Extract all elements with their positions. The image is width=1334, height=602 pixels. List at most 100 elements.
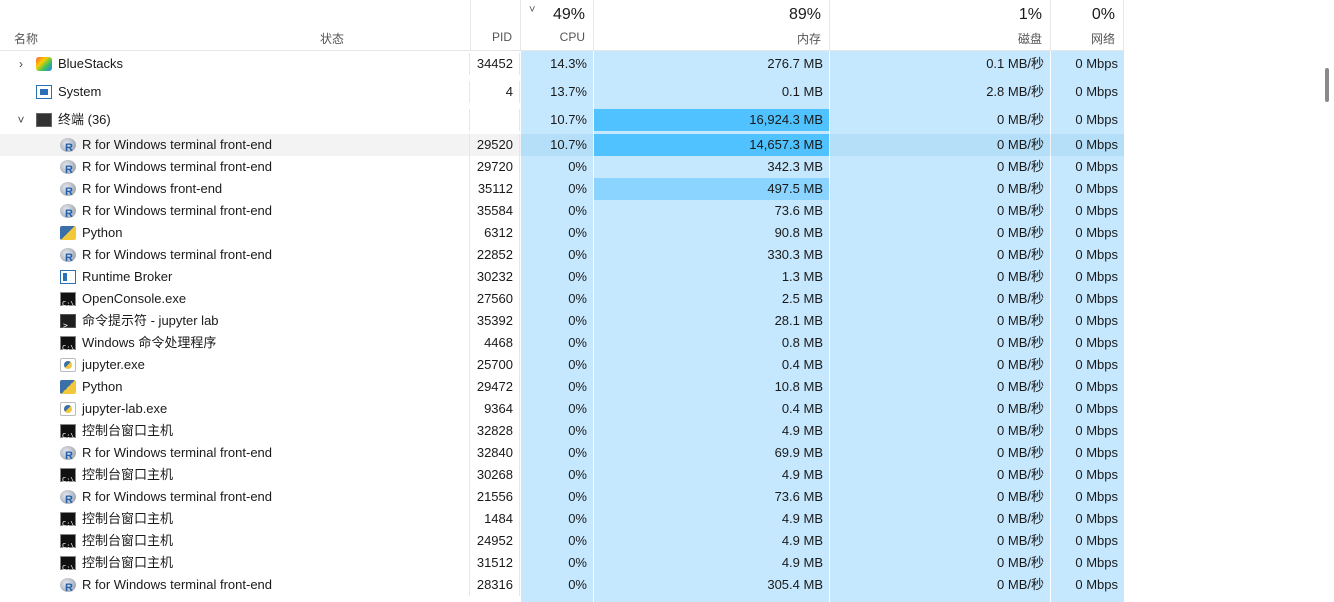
process-name-label: Runtime Broker — [82, 269, 173, 284]
column-header-memory[interactable]: 89% 内存 — [594, 0, 830, 50]
disk-cell: 0 MB/秒 — [997, 555, 1044, 570]
chevron-down-icon[interactable]: ˅ — [17, 113, 25, 127]
pid-cell: 4468 — [470, 332, 520, 354]
process-row[interactable]: Runtime Broker 30232 0% 1.3 MB 0 MB/秒 0 Mbps — [0, 266, 1124, 288]
status-cell — [314, 552, 470, 574]
disk-cell: 0 MB/秒 — [997, 112, 1044, 127]
process-row[interactable]: 控制台窗口主机 1484 0% 4.9 MB 0 MB/秒 0 Mbps — [0, 508, 1124, 535]
process-name-cell: R for Windows terminal front-end — [0, 486, 314, 511]
process-name-label: R for Windows terminal front-end — [82, 137, 273, 152]
column-header-disk[interactable]: 1% 磁盘 — [830, 0, 1051, 50]
disk-cell: 0 MB/秒 — [997, 335, 1044, 350]
cpu-cell: 14.3% — [550, 56, 587, 71]
process-name-cell: Python — [0, 376, 314, 398]
pid-cell: 1484 — [470, 508, 520, 530]
r-icon — [60, 137, 76, 159]
process-row[interactable]: › BlueStacks 34452 14.3% 276.7 MB 0.1 MB/秒 0 M… — [0, 53, 1124, 75]
column-header-pid[interactable]: PID — [471, 0, 521, 50]
process-row[interactable]: 控制台窗口主机 32828 0% 4.9 MB 0 MB/秒 0 Mbps — [0, 420, 1124, 447]
runtime-broker-icon — [60, 270, 76, 284]
process-name-label: OpenConsole.exe — [82, 291, 187, 306]
process-row[interactable]: Python 6312 0% 90.8 MB 0 MB/秒 0 Mbps — [0, 222, 1124, 244]
status-cell — [314, 398, 470, 420]
process-row[interactable]: R for Windows terminal front-end 22852 0% 3… — [0, 244, 1124, 269]
column-header-bar: 名称 状态 PID ˅ 49% CPU 89% 内存 1% 磁盘 0% 网络 — [0, 0, 1124, 51]
pid-cell: 31512 — [470, 552, 520, 574]
process-row[interactable]: R for Windows front-end 35112 0% 497.5 MB 0 … — [0, 178, 1124, 203]
cpu-cell: 0% — [568, 489, 587, 504]
vertical-scrollbar[interactable] — [1322, 50, 1334, 602]
disk-cell: 0 MB/秒 — [830, 134, 1050, 156]
process-row[interactable]: ˅ 终端 (36) 10.7% 16,924.3 MB 0 MB/秒 0 Mbps — [0, 109, 1124, 131]
cpu-cell: 0% — [568, 379, 587, 394]
process-name-cell: jupyter.exe — [0, 354, 314, 376]
chevron-right-icon[interactable]: › — [19, 57, 23, 71]
disk-cell: 0 MB/秒 — [997, 203, 1044, 218]
console-icon — [60, 534, 76, 557]
process-name-label: BlueStacks — [58, 56, 124, 71]
network-total-percent: 0% — [1091, 6, 1115, 23]
process-name-label: 终端 (36) — [58, 112, 111, 127]
scrollbar-thumb[interactable] — [1325, 68, 1329, 102]
memory-cell: 90.8 MB — [774, 225, 823, 240]
console-icon — [60, 336, 76, 359]
disk-cell: 0 MB/秒 — [997, 401, 1044, 416]
process-name-label: jupyter.exe — [82, 357, 145, 372]
status-cell — [314, 486, 470, 508]
process-row[interactable]: R for Windows terminal front-end 28316 0% 3… — [0, 574, 1124, 599]
memory-cell: 16,924.3 MB — [594, 109, 829, 131]
column-header-network[interactable]: 0% 网络 — [1051, 0, 1124, 50]
network-cell: 0 Mbps — [1075, 577, 1118, 592]
process-name-label: 控制台窗口主机 — [82, 467, 174, 482]
disk-cell: 0.1 MB/秒 — [986, 56, 1044, 71]
column-header-name[interactable]: 名称 — [0, 0, 314, 50]
cpu-header-label: CPU — [559, 30, 585, 44]
process-name-label: R for Windows terminal front-end — [82, 489, 273, 504]
process-row[interactable]: 命令提示符 - jupyter lab 35392 0% 28.1 MB 0 MB/秒 0… — [0, 310, 1124, 337]
disk-cell: 0 MB/秒 — [997, 533, 1044, 548]
memory-cell: 0.8 MB — [781, 335, 823, 350]
process-row[interactable]: jupyter.exe 25700 0% 0.4 MB 0 MB/秒 0 Mbps — [0, 354, 1124, 376]
process-name-label: Python — [82, 379, 123, 394]
cpu-cell: 0% — [568, 357, 587, 372]
disk-cell: 0 MB/秒 — [997, 357, 1044, 372]
network-cell: 0 Mbps — [1075, 313, 1118, 328]
network-cell: 0 Mbps — [1075, 269, 1118, 284]
process-row[interactable]: R for Windows terminal front-end 21556 0% 7… — [0, 486, 1124, 511]
process-row[interactable]: Python 29472 0% 10.8 MB 0 MB/秒 0 Mbps — [0, 376, 1124, 398]
process-row[interactable]: 控制台窗口主机 30268 0% 4.9 MB 0 MB/秒 0 Mbps — [0, 464, 1124, 491]
process-row[interactable]: 控制台窗口主机 24952 0% 4.9 MB 0 MB/秒 0 Mbps — [0, 530, 1124, 557]
process-name-cell: R for Windows terminal front-end — [0, 200, 314, 225]
disk-total-percent: 1% — [1018, 6, 1042, 23]
process-row[interactable]: R for Windows terminal front-end 2952010.… — [0, 134, 1124, 159]
process-row[interactable]: jupyter-lab.exe 9364 0% 0.4 MB 0 MB/秒 0 Mbps — [0, 398, 1124, 420]
status-cell — [314, 574, 470, 596]
status-cell — [314, 464, 470, 486]
pid-cell: 29472 — [470, 376, 520, 398]
column-header-cpu[interactable]: ˅ 49% CPU — [521, 0, 594, 50]
process-row[interactable]: R for Windows terminal front-end 35584 0% 7… — [0, 200, 1124, 225]
column-header-status[interactable]: 状态 — [314, 0, 471, 50]
process-row[interactable]: System 4 13.7% 0.1 MB 2.8 MB/秒 0 Mbps — [0, 81, 1124, 103]
network-cell: 0 Mbps — [1075, 467, 1118, 482]
network-cell: 0 Mbps — [1075, 555, 1118, 570]
process-name-label: Python — [82, 225, 123, 240]
process-row[interactable]: 控制台窗口主机 31512 0% 4.9 MB 0 MB/秒 0 Mbps — [0, 552, 1124, 579]
process-row[interactable]: R for Windows terminal front-end 29720 0% 3… — [0, 156, 1124, 181]
cpu-cell: 0% — [568, 533, 587, 548]
process-row[interactable]: Windows 命令处理程序 4468 0% 0.8 MB 0 MB/秒 0 Mbps — [0, 332, 1124, 359]
memory-cell: 0.1 MB — [781, 84, 823, 99]
sort-descending-icon: ˅ — [529, 4, 536, 16]
process-name-cell: R for Windows terminal front-end — [0, 134, 314, 159]
memory-cell: 28.1 MB — [774, 313, 823, 328]
process-name-label: 控制台窗口主机 — [82, 533, 174, 548]
memory-cell: 14,657.3 MB — [594, 134, 829, 156]
process-row[interactable]: R for Windows terminal front-end 32840 0% 6… — [0, 442, 1124, 467]
process-name-cell: R for Windows front-end — [0, 178, 314, 203]
status-cell — [314, 200, 470, 222]
disk-cell: 0 MB/秒 — [997, 291, 1044, 306]
memory-cell: 330.3 MB — [767, 247, 823, 262]
process-row[interactable]: OpenConsole.exe 27560 0% 2.5 MB 0 MB/秒 0 Mbps — [0, 288, 1124, 315]
status-cell — [314, 156, 470, 178]
cpu-total-percent: 49% — [552, 6, 585, 23]
